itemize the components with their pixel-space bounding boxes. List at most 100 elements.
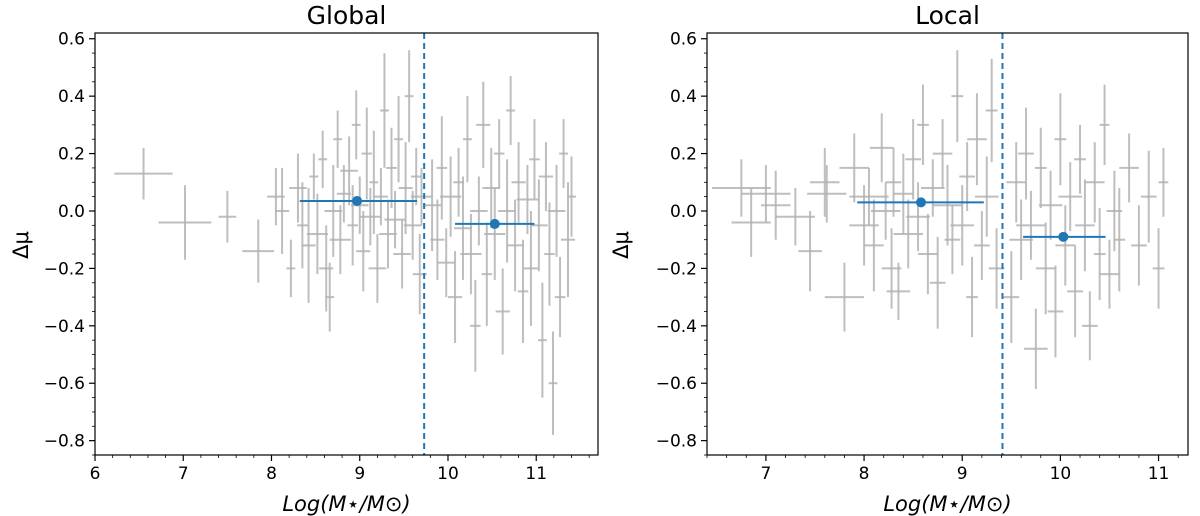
data-point (350, 176, 369, 234)
x-tick-label: 11 (1148, 464, 1170, 484)
data-point (560, 182, 576, 298)
data-point (380, 53, 389, 168)
data-point (306, 193, 328, 275)
data-point (460, 213, 482, 295)
y-tick-label: −0.8 (44, 432, 85, 452)
data-point (886, 262, 911, 321)
y-tick-label: −0.6 (656, 374, 697, 394)
data-point (1113, 188, 1126, 292)
chart-panel-local: Local Δμ Log(M⋆/M⊙) 7 8 9 10 11 −0.8 −0.6 −0.4 −… (609, 1, 1189, 516)
data-point (906, 182, 930, 252)
y-tick-label: 0.2 (58, 145, 85, 165)
data-point (333, 110, 343, 168)
data-point (1075, 179, 1095, 272)
data-point (810, 147, 840, 217)
data-point (870, 182, 901, 240)
data-point (849, 167, 889, 226)
data-point (1099, 84, 1110, 166)
data-point (447, 251, 463, 344)
data-point (1084, 142, 1105, 223)
y-axis-label: Δμ (609, 231, 633, 259)
data-point (1152, 228, 1165, 309)
x-tick-label: 10 (1050, 464, 1072, 484)
data-point (493, 119, 505, 189)
data-point (1140, 150, 1157, 243)
data-point (470, 176, 488, 246)
data-point (398, 142, 413, 234)
data-point (1074, 124, 1086, 194)
x-tick-label: 7 (178, 464, 189, 484)
y-tick-label: −0.2 (44, 259, 85, 279)
summary-point (299, 195, 418, 206)
data-point (1047, 265, 1064, 358)
data-point (347, 185, 358, 266)
data-point (517, 239, 529, 344)
data-point (1024, 308, 1048, 389)
y-tick-label: 0.0 (670, 202, 697, 222)
data-point (506, 199, 524, 292)
y-axis-label: Δμ (9, 231, 33, 259)
data-point (386, 127, 397, 209)
data-point (373, 167, 388, 226)
data-point (1003, 251, 1020, 344)
y-tick-label: 0.0 (58, 202, 85, 222)
data-point (932, 119, 953, 189)
data-point (567, 156, 576, 237)
data-point (760, 170, 791, 240)
data-point (547, 165, 566, 257)
data-point (1093, 208, 1106, 300)
data-point (430, 199, 445, 280)
data-point (481, 222, 493, 326)
data-point (974, 156, 999, 237)
data-point (275, 167, 290, 255)
data-point (869, 113, 894, 183)
summary-marker (1058, 231, 1069, 242)
data-point (361, 107, 373, 200)
data-point (967, 93, 987, 186)
x-tick-label: 11 (525, 464, 547, 484)
data-point (929, 236, 946, 329)
data-point (394, 96, 403, 183)
data-point (917, 84, 929, 166)
data-point (393, 219, 411, 289)
x-axis-label: Log(M⋆/M⊙) (282, 492, 410, 516)
data-point (920, 159, 945, 217)
data-point (319, 225, 334, 312)
data-point (798, 210, 822, 292)
data-point (1054, 93, 1067, 186)
y-tick-label: −0.8 (656, 432, 697, 452)
summary-marker (352, 195, 363, 206)
data-point (1018, 107, 1034, 200)
summary-point (857, 197, 984, 208)
data-point (476, 81, 491, 168)
x-tick-label: 8 (859, 464, 870, 484)
data-point (538, 142, 553, 211)
data-point (309, 153, 319, 200)
y-tick-label: 0.6 (670, 30, 697, 50)
data-point (301, 188, 316, 303)
summary-marker (489, 218, 500, 229)
data-point (1081, 291, 1098, 361)
data-point (1009, 199, 1033, 280)
chart-title: Local (915, 1, 980, 30)
data-point (529, 119, 540, 200)
data-point (482, 147, 501, 229)
data-point (1055, 205, 1076, 286)
data-point (1119, 133, 1139, 203)
data-point (523, 210, 538, 326)
data-point (368, 233, 387, 303)
data-point (410, 167, 433, 226)
data-point (379, 199, 397, 269)
data-point (530, 179, 548, 272)
data-point (807, 165, 847, 223)
x-tick-label: 7 (760, 464, 771, 484)
y-tick-label: 0.2 (670, 145, 697, 165)
data-point (824, 262, 865, 332)
data-point (158, 185, 212, 260)
data-point (918, 213, 938, 295)
x-tick-label: 10 (437, 464, 459, 484)
data-point (297, 182, 308, 269)
data-point (885, 147, 902, 217)
data-point (325, 262, 335, 332)
